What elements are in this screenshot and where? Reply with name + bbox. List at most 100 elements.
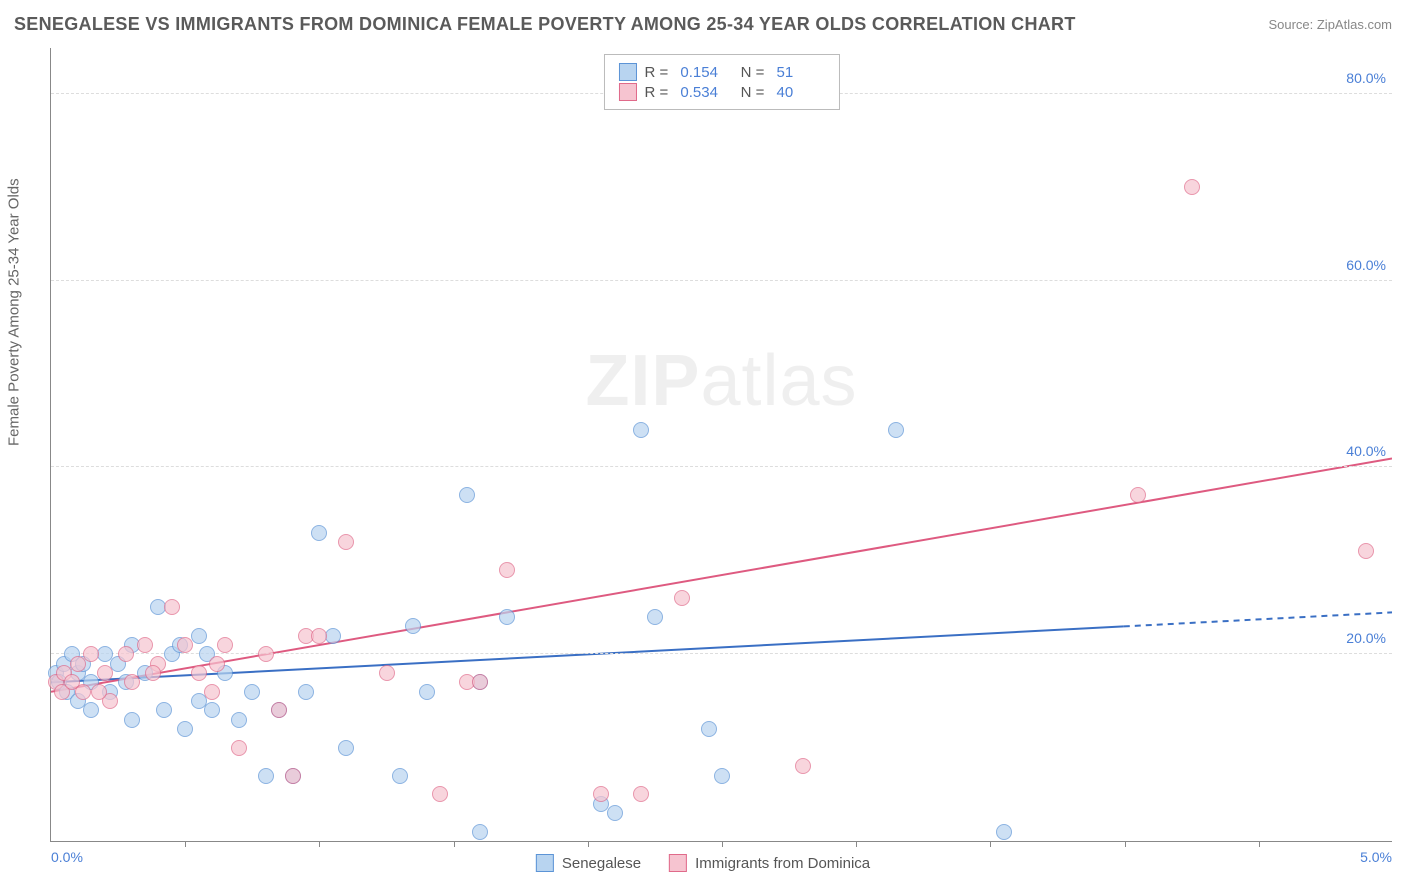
data-point — [145, 665, 161, 681]
data-point — [285, 768, 301, 784]
data-point — [593, 786, 609, 802]
y-axis-label: Female Poverty Among 25-34 Year Olds — [6, 178, 23, 446]
x-minor-tick — [990, 841, 991, 847]
legend-stats-row: R = 0.154 N = 51 — [618, 63, 824, 81]
legend-swatch — [536, 854, 554, 872]
data-point — [1130, 487, 1146, 503]
legend-r-label: R = — [644, 64, 672, 81]
data-point — [647, 609, 663, 625]
data-point — [177, 637, 193, 653]
source-label: Source: ZipAtlas.com — [1268, 17, 1392, 32]
data-point — [244, 684, 260, 700]
gridline — [51, 653, 1392, 654]
chart-plot-area: ZIPatlas R = 0.154 N = 51R = 0.534 N = 4… — [50, 48, 1392, 842]
data-point — [1358, 543, 1374, 559]
data-point — [231, 740, 247, 756]
data-point — [888, 422, 904, 438]
data-point — [338, 534, 354, 550]
legend-item: Senegalese — [536, 854, 641, 872]
data-point — [124, 674, 140, 690]
data-point — [209, 656, 225, 672]
data-point — [607, 805, 623, 821]
data-point — [714, 768, 730, 784]
y-tick-label: 80.0% — [1346, 70, 1386, 86]
data-point — [633, 422, 649, 438]
data-point — [258, 768, 274, 784]
data-point — [83, 646, 99, 662]
data-point — [459, 487, 475, 503]
data-point — [204, 702, 220, 718]
data-point — [83, 702, 99, 718]
x-minor-tick — [319, 841, 320, 847]
data-point — [204, 684, 220, 700]
legend-stats-box: R = 0.154 N = 51R = 0.534 N = 40 — [603, 54, 839, 110]
data-point — [1184, 179, 1200, 195]
x-minor-tick — [722, 841, 723, 847]
data-point — [75, 684, 91, 700]
data-point — [191, 628, 207, 644]
data-point — [156, 702, 172, 718]
data-point — [258, 646, 274, 662]
data-point — [674, 590, 690, 606]
data-point — [701, 721, 717, 737]
legend-n-label: N = — [736, 84, 768, 101]
gridline — [51, 280, 1392, 281]
data-point — [405, 618, 421, 634]
data-point — [177, 721, 193, 737]
data-point — [271, 702, 287, 718]
data-point — [298, 684, 314, 700]
data-point — [97, 665, 113, 681]
data-point — [472, 674, 488, 690]
data-point — [633, 786, 649, 802]
y-tick-label: 40.0% — [1346, 443, 1386, 459]
data-point — [118, 646, 134, 662]
x-minor-tick — [856, 841, 857, 847]
legend-series-label: Senegalese — [562, 855, 641, 872]
legend-item: Immigrants from Dominica — [669, 854, 870, 872]
gridline — [51, 466, 1392, 467]
data-point — [217, 637, 233, 653]
legend-r-label: R = — [644, 84, 672, 101]
x-minor-tick — [1125, 841, 1126, 847]
legend-r-value: 0.154 — [680, 64, 728, 81]
data-point — [392, 768, 408, 784]
legend-stats-row: R = 0.534 N = 40 — [618, 83, 824, 101]
y-tick-label: 20.0% — [1346, 630, 1386, 646]
data-point — [164, 599, 180, 615]
data-point — [231, 712, 247, 728]
legend-swatch — [669, 854, 687, 872]
trend-lines-layer — [51, 48, 1392, 841]
watermark: ZIPatlas — [585, 340, 857, 422]
data-point — [191, 665, 207, 681]
data-point — [311, 628, 327, 644]
data-point — [379, 665, 395, 681]
y-tick-label: 60.0% — [1346, 257, 1386, 273]
x-minor-tick — [588, 841, 589, 847]
legend-n-value: 40 — [777, 84, 825, 101]
data-point — [432, 786, 448, 802]
x-tick-label: 0.0% — [51, 849, 83, 865]
data-point — [419, 684, 435, 700]
data-point — [91, 684, 107, 700]
data-point — [996, 824, 1012, 840]
x-minor-tick — [454, 841, 455, 847]
data-point — [311, 525, 327, 541]
data-point — [499, 562, 515, 578]
legend-series-label: Immigrants from Dominica — [695, 855, 870, 872]
x-minor-tick — [1259, 841, 1260, 847]
data-point — [338, 740, 354, 756]
chart-title: SENEGALESE VS IMMIGRANTS FROM DOMINICA F… — [14, 14, 1076, 35]
data-point — [499, 609, 515, 625]
legend-r-value: 0.534 — [680, 84, 728, 101]
x-minor-tick — [185, 841, 186, 847]
legend-n-label: N = — [736, 64, 768, 81]
data-point — [795, 758, 811, 774]
legend-swatch — [618, 63, 636, 81]
x-tick-label: 5.0% — [1360, 849, 1392, 865]
legend-swatch — [618, 83, 636, 101]
data-point — [124, 712, 140, 728]
data-point — [137, 637, 153, 653]
legend-bottom: Senegalese Immigrants from Dominica — [536, 854, 870, 872]
data-point — [472, 824, 488, 840]
legend-n-value: 51 — [777, 64, 825, 81]
